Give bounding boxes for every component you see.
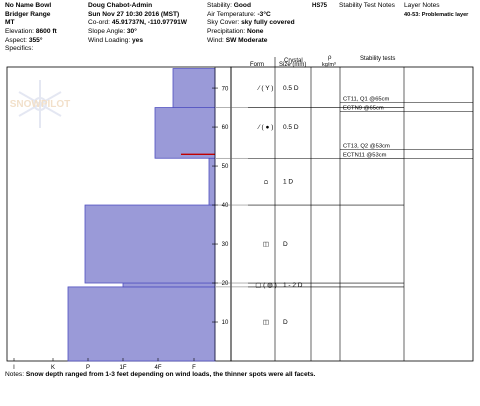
sky-label: Sky Cover: — [207, 19, 240, 27]
depth-tick-label: 60 — [222, 125, 229, 131]
crystal-form: ◫ — [263, 241, 269, 248]
coord-value: 45.91737N, -110.97791W — [111, 19, 187, 27]
size-header: Size (mm) — [279, 62, 306, 68]
wind-loading-label: Wind Loading: — [88, 36, 131, 44]
hardness-tick-label: 4F — [154, 365, 161, 371]
wind-loading-value: yes — [132, 36, 144, 44]
crystal-table-frame — [230, 66, 474, 362]
depth-tick-label: 10 — [222, 320, 229, 326]
crystal-form: ◫ — [263, 319, 269, 326]
observation-datetime: Sun Nov 27 10:30 2016 (MST) — [88, 10, 180, 18]
crystal-form: ⁄ ( Y ) — [257, 85, 274, 92]
slope-label: Slope Angle: — [88, 28, 126, 36]
rho-header: ρ — [328, 55, 332, 61]
depth-tick-label: 40 — [222, 203, 229, 209]
state-name: MT — [5, 19, 15, 27]
stability-test-result: ECTN9 @65cm — [343, 106, 384, 112]
header-observer-block: Doug Chabot-Admin Sun Nov 27 10:30 2016 … — [88, 2, 187, 46]
crystal-form: ⩍ — [264, 179, 269, 186]
crystal-size: 0.5 D — [283, 85, 299, 92]
stability-label: Stability: — [207, 2, 232, 9]
location-name: No Name Bowl — [5, 2, 52, 9]
crystal-header: Crystal — [284, 58, 303, 64]
wind-value: SW Moderate — [225, 36, 268, 44]
hardness-tick-label: I — [13, 365, 15, 371]
stability-test-notes-label: Stability Test Notes — [339, 2, 395, 9]
depth-tick-label: 20 — [222, 281, 229, 287]
layer-bar — [208, 157, 216, 206]
depth-tick-label: 30 — [222, 242, 229, 248]
stability-test-result: ECTN11 @53cm — [343, 152, 387, 158]
depth-axis: 10 20 30 40 50 60 70 — [212, 86, 229, 326]
sky-value: sky fully covered — [241, 19, 295, 27]
crystal-size: D — [283, 241, 288, 248]
form-header: Form — [250, 62, 264, 68]
layer-bar — [172, 68, 216, 108]
stability-value: Good — [233, 2, 251, 9]
aspect-label: Aspect: — [5, 36, 27, 44]
elevation-value: 8600 ft — [35, 28, 57, 35]
wind-label: Wind: — [207, 36, 224, 44]
crystal-form: ⁄ ( ● ) — [257, 124, 274, 131]
layer-bars — [67, 67, 216, 362]
snowpilot-watermark: SNOWPILOT — [10, 80, 71, 128]
layer-bar — [84, 204, 216, 284]
layer-notes-value: 40-53: Problematic layer — [404, 12, 469, 18]
snowflake-icon — [18, 80, 62, 128]
layer-bar — [122, 282, 216, 288]
crystal-size: 0.5 D — [283, 124, 299, 131]
precip-label: Precipitation: — [207, 28, 246, 36]
coord-label: Co-ord: — [88, 19, 110, 27]
notes-line: Notes: Snow depth ranged from 1-3 feet d… — [5, 371, 315, 378]
crystal-form: ▢ ( ◍ ) — [255, 282, 277, 289]
crystal-size: 1 - 2 D — [283, 282, 303, 289]
observer-name: Doug Chabot-Admin — [88, 2, 153, 9]
stability-test-result: CT13, Q2 @53cm — [343, 143, 390, 149]
notes-label: Notes: — [5, 371, 25, 378]
slope-value: 30° — [126, 28, 137, 36]
hardness-tick-label: F — [192, 365, 196, 371]
header-site-block: Elevation: 8600 ft Aspect: 355° Specific… — [5, 28, 57, 54]
hs-value: HS75 — [312, 3, 328, 9]
layer-bar — [154, 107, 216, 159]
crystal-size: 1 D — [283, 179, 293, 186]
stability-tests-header: Stability tests — [360, 56, 395, 62]
hardness-tick-label: P — [86, 365, 90, 371]
crystal-size: D — [283, 319, 288, 326]
air-temp-label: Air Temperature: — [207, 10, 256, 18]
depth-tick-label: 70 — [222, 86, 229, 92]
aspect-value: 355° — [28, 36, 43, 44]
notes-text: Snow depth ranged from 1-3 feet dependin… — [25, 371, 316, 378]
air-temp-value: -3°C — [257, 10, 271, 18]
crystal-rows: ⁄ ( Y ) 0.5 D ⁄ ( ● ) 0.5 D ⩍ 1 D ◫ D ▢ ( ◍ ) 1 -… — [216, 85, 404, 326]
precip-value: None — [246, 28, 264, 36]
depth-tick-label: 50 — [222, 164, 229, 170]
watermark-text: SNOWPILOT — [10, 99, 71, 110]
header-location-block: No Name Bowl Bridger Range MT — [5, 2, 51, 28]
rho-unit: kg/m³ — [322, 62, 336, 68]
stability-test-result: CT11, Q1 @65cm — [343, 97, 390, 103]
stability-test-rows: CT11, Q1 @65cm ECTN9 @65cm CT13, Q2 @53cm E… — [340, 97, 473, 159]
specifics-label: Specifics: — [5, 45, 34, 53]
range-name: Bridger Range — [5, 10, 51, 18]
hardness-tick-label: K — [51, 365, 55, 371]
layer-notes-label: Layer Notes — [404, 2, 440, 9]
header-conditions-block: Stability: Good Air Temperature: -3°C Sk… — [207, 2, 295, 46]
hardness-axis: I K P 1F 4F F — [13, 358, 196, 371]
hardness-tick-label: 1F — [119, 365, 126, 371]
layer-bar — [67, 286, 216, 362]
elevation-label: Elevation: — [5, 28, 34, 35]
